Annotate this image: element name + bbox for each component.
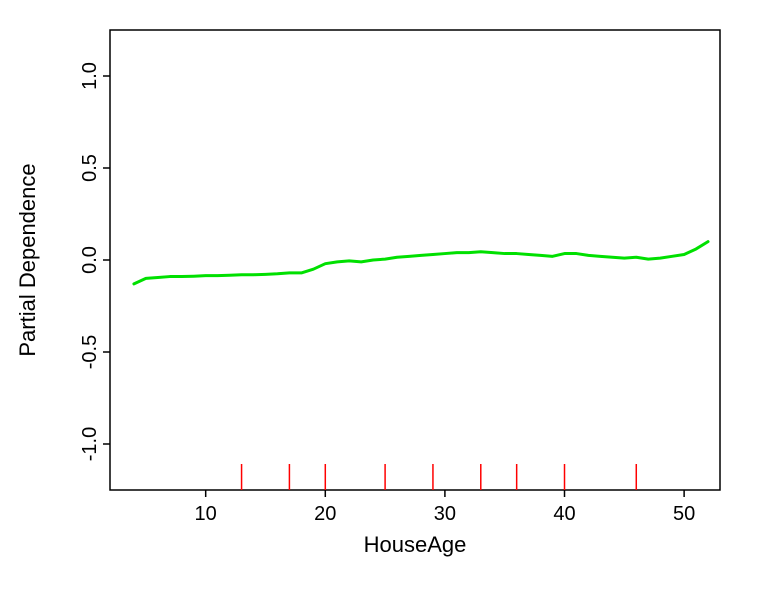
y-tick-label: 0.0 xyxy=(79,246,101,274)
x-tick-label: 40 xyxy=(553,503,575,525)
x-tick-label: 20 xyxy=(314,503,336,525)
y-axis-label: Partial Dependence xyxy=(15,163,40,356)
y-tick-label: -1.0 xyxy=(79,427,101,461)
y-tick-label: 1.0 xyxy=(79,62,101,90)
pdp-chart: 10 20 30 40 50 -1.0 -0.5 0.0 0.5 1.0 HouseAge Parti… xyxy=(0,0,757,590)
y-tick-label: -0.5 xyxy=(79,335,101,369)
chart-bg xyxy=(0,0,757,590)
x-axis-label: HouseAge xyxy=(364,532,467,557)
x-tick-label: 50 xyxy=(673,503,695,525)
y-tick-label: 0.5 xyxy=(79,154,101,182)
x-tick-label: 10 xyxy=(195,503,217,525)
chart-svg: 10 20 30 40 50 -1.0 -0.5 0.0 0.5 1.0 HouseAge Parti… xyxy=(0,0,757,590)
x-tick-label: 30 xyxy=(434,503,456,525)
